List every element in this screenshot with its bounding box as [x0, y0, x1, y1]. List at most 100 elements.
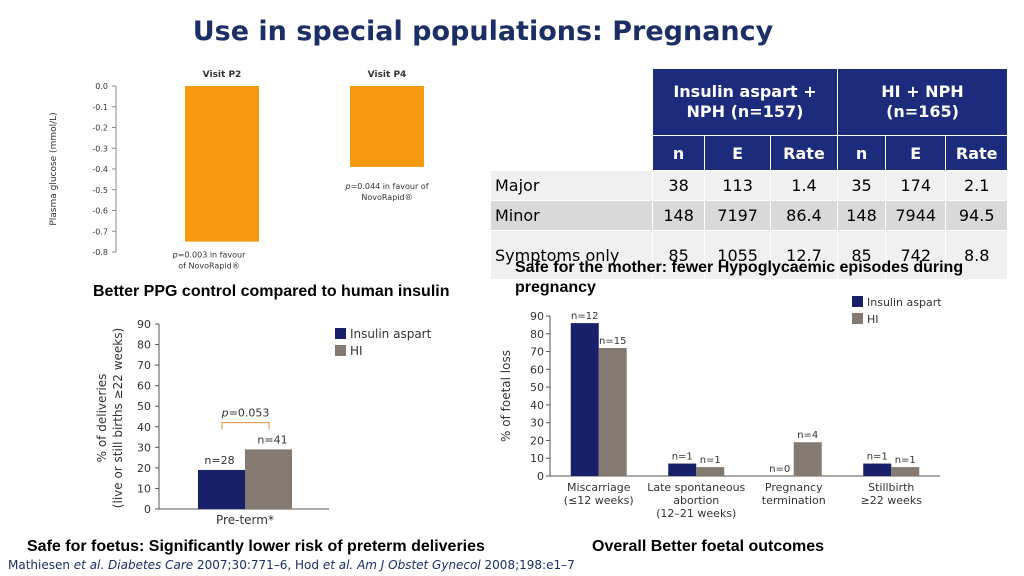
bar	[245, 449, 292, 509]
y-tick-label: 40	[137, 421, 151, 434]
legend-swatch	[335, 328, 346, 339]
legend-swatch	[852, 296, 863, 307]
legend-label: HI	[867, 313, 879, 326]
bar	[570, 323, 599, 476]
preterm-chart: 0 10 20 30 40 50 60 70 80 90 % of deliveries (live …	[95, 318, 432, 527]
mother-caption: Safe for the mother: fewer Hypoglycaemic…	[515, 259, 964, 296]
legend-label: HI	[350, 344, 363, 358]
table-cell: 7197	[704, 200, 771, 231]
citation-part: 2008;198:e1–7	[480, 558, 575, 572]
legend-label: Insulin aspart	[350, 327, 432, 341]
category-label: (12–21 weeks)	[656, 507, 736, 520]
table-subheader: n	[836, 135, 887, 171]
y-tick-label: 40	[530, 399, 544, 412]
legend-label: Insulin aspart	[867, 296, 942, 309]
y-tick-label: -0.6	[92, 207, 108, 216]
category-label: Miscarriage	[567, 481, 631, 494]
y-axis-title: % of deliveries	[95, 374, 109, 463]
table-subheader: Rate	[945, 135, 1008, 171]
p-value-annotation: p=0.053	[221, 407, 270, 420]
group2-line1: HI + NPH	[881, 82, 964, 101]
table-row: Symptoms only 85 1055 12.7 85 742 8.8	[490, 230, 1008, 280]
table-cell: 86.4	[770, 200, 838, 231]
y-tick-label: -0.1	[92, 103, 108, 112]
bar	[598, 348, 627, 476]
bar-n-label: n=1	[895, 455, 916, 466]
preterm-bars	[198, 449, 292, 509]
bar-n-label: n=28	[204, 454, 234, 467]
table-cell: 174	[885, 170, 947, 201]
table-cell: 2.1	[945, 170, 1008, 201]
table-cell: 85	[651, 230, 706, 280]
bar-n-label: n=15	[599, 336, 626, 347]
foetal-loss-chart: 0 10 20 30 40 50 60 70 80 90 % of foetal loss n=12…	[499, 296, 942, 520]
table-row-label: Major	[490, 170, 653, 201]
p-text: =0.003 in favour	[178, 251, 246, 260]
table-subheader: E	[885, 135, 947, 171]
p-value-annotation-line2: of NovoRapid®	[178, 262, 239, 271]
p-symbol: p	[172, 251, 178, 260]
category-label: Stillbirth	[868, 481, 914, 494]
bar-n-label: n=1	[867, 452, 888, 463]
preterm-labels: n=28 n=41 Pre-term* p=0.053 Insulin aspart HI	[204, 327, 431, 527]
significance-bracket	[221, 422, 270, 430]
y-tick-label: 60	[530, 363, 544, 376]
y-tick-label: 80	[530, 328, 544, 341]
y-tick-label: 80	[137, 339, 151, 352]
table-corner-sub	[490, 135, 653, 171]
y-tick-label: -0.2	[92, 124, 108, 133]
table-row-label: Symptoms only	[490, 230, 653, 280]
group1-line1: Insulin aspart +	[673, 82, 817, 101]
bar-n-label: n=1	[672, 452, 693, 463]
table-cell: 85	[836, 230, 887, 280]
y-tick-label: 60	[137, 380, 151, 393]
table-subheader: Rate	[770, 135, 838, 171]
y-tick-label: 20	[137, 462, 151, 475]
table-cell: 94.5	[945, 200, 1008, 231]
table-group-hi-nph: HI + NPH (n=165)	[836, 68, 1009, 136]
ppg-chart: 0.0 -0.1 -0.2 -0.3 -0.4 -0.5 -0.6 -0.7 -0.8 Plasm…	[49, 70, 429, 271]
citation-part: 2007;30:771–6, Hod	[193, 558, 323, 572]
p-value-annotation: p=0.044 in favour of	[344, 182, 428, 191]
y-tick-label: 90	[137, 318, 151, 331]
group2-line2: (n=165)	[886, 102, 959, 121]
table-group-insulin-aspart: Insulin aspart + NPH (n=157)	[651, 68, 838, 136]
legend-swatch	[852, 313, 863, 324]
category-label: ≥22 weeks	[861, 494, 923, 507]
table-cell: 35	[836, 170, 887, 201]
bar	[198, 469, 245, 509]
citation-part: Am J Obstet Gynecol	[353, 558, 481, 572]
y-tick-label: -0.3	[92, 144, 108, 153]
y-tick-label: 70	[530, 346, 544, 359]
bar	[668, 463, 697, 476]
category-label: abortion	[673, 494, 719, 507]
category-label: Pregnancy	[765, 481, 823, 494]
y-tick-label: -0.4	[92, 165, 108, 174]
foetal-labels: n=12 n=15 Miscarriage(≤12 weeks) n=1 n=1 Late…	[564, 296, 942, 520]
bar-n-label: n=1	[700, 455, 721, 466]
y-tick-label: 0.0	[95, 82, 108, 91]
table-cell: 8.8	[945, 230, 1008, 280]
y-tick-label: -0.7	[92, 227, 108, 236]
y-tick-label: 70	[137, 359, 151, 372]
table-subheader: E	[704, 135, 771, 171]
table-cell: 12.7	[770, 230, 838, 280]
citation: Mathiesen et al. Diabetes Care 2007;30:7…	[8, 558, 575, 572]
category-label: Pre-term*	[216, 513, 274, 527]
y-tick-label: 30	[137, 441, 151, 454]
bar-n-label: n=12	[571, 311, 598, 322]
foetal-bars	[570, 323, 920, 476]
y-axis-title: % of foetal loss	[499, 350, 513, 442]
hypoglycaemia-table: Insulin aspart + NPH (n=157) HI + NPH (n…	[490, 68, 1009, 280]
p-symbol: p	[344, 182, 350, 191]
bar	[793, 442, 822, 476]
p-text: =0.044 in favour of	[351, 182, 429, 191]
table-cell: 1.4	[770, 170, 838, 201]
citation-part: et al.	[73, 558, 105, 572]
y-tick-label: -0.8	[92, 248, 108, 257]
citation-part: Mathiesen	[8, 558, 74, 572]
ppg-caption: Better PPG control compared to human ins…	[93, 283, 450, 300]
bar	[696, 467, 725, 476]
table-cell: 113	[704, 170, 771, 201]
